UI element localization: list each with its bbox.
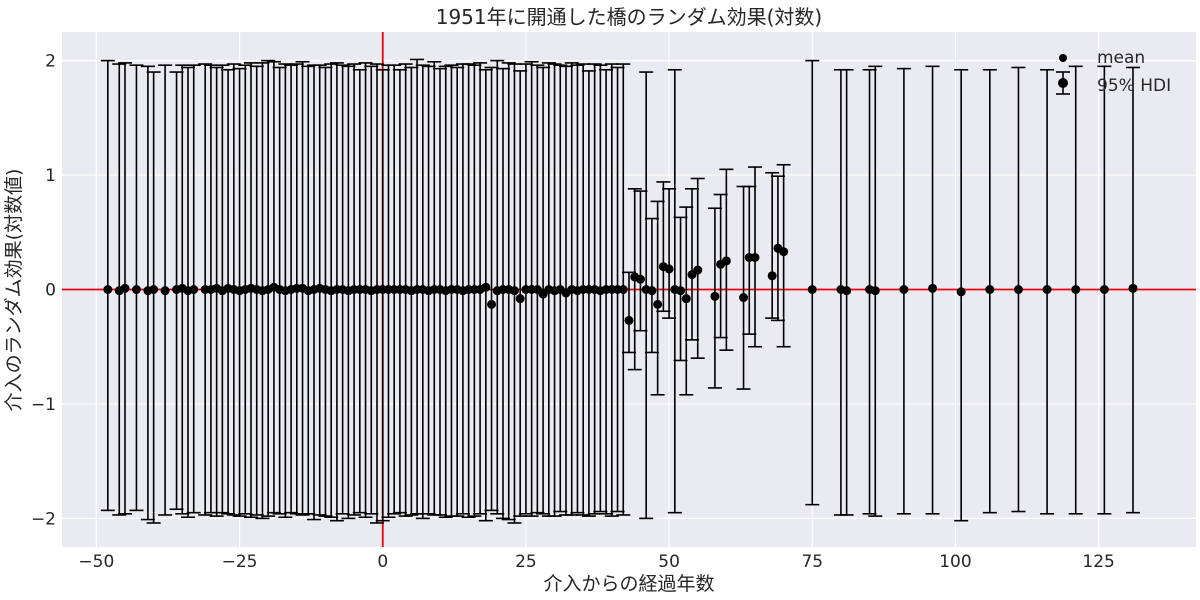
- mean-point: [160, 286, 170, 296]
- hdi-errorbar: [375, 68, 390, 522]
- mean-point: [1013, 285, 1023, 294]
- mean-point: [899, 285, 909, 294]
- mean-point: [779, 247, 789, 257]
- hdi-errorbar: [146, 71, 161, 524]
- mean-points: [103, 243, 1138, 325]
- mean-point: [487, 299, 497, 309]
- mean-point: [681, 294, 691, 304]
- mean-point: [481, 282, 491, 292]
- mean-point: [693, 265, 703, 275]
- x-tick-label: −50: [78, 552, 114, 572]
- mean-point: [149, 285, 159, 294]
- hdi-errorbar: [662, 187, 677, 319]
- x-tick-label: −25: [222, 552, 258, 572]
- hdi-errorbar: [685, 187, 699, 341]
- x-axis-label: 介入からの経過年数: [543, 573, 714, 595]
- mean-point: [1128, 283, 1138, 293]
- mean-point: [1099, 285, 1109, 294]
- hdi-errorbar: [622, 271, 636, 354]
- mean-point: [120, 283, 130, 293]
- mean-point: [624, 315, 634, 325]
- y-axis-ticks: −2 −1 0 1 2: [31, 52, 56, 530]
- y-tick-label: 1: [45, 166, 56, 186]
- legend: mean 95% HDI: [1056, 48, 1171, 96]
- mean-point: [131, 285, 141, 294]
- x-tick-label: 0: [377, 552, 388, 572]
- mean-point: [985, 285, 995, 294]
- hdi-errorbar: [633, 190, 648, 332]
- hdi-errorbar: [765, 171, 780, 319]
- mean-point: [647, 286, 657, 296]
- y-axis-label: 介入のランダム効果(対数値): [3, 169, 25, 412]
- mean-point: [767, 271, 777, 281]
- hdi-errorbar: [639, 71, 654, 520]
- mean-point: [509, 286, 519, 296]
- mean-point: [664, 264, 674, 274]
- y-tick-label: 2: [45, 52, 56, 72]
- y-tick-label: 0: [45, 281, 56, 301]
- legend-hdi-marker: [1056, 71, 1070, 95]
- mean-point: [189, 285, 199, 294]
- mean-point: [739, 293, 749, 303]
- hdi-errorbar: [478, 68, 493, 522]
- hdi-errorbar: [484, 66, 499, 512]
- mean-point: [618, 285, 628, 294]
- mean-point: [676, 286, 686, 296]
- mean-point: [807, 285, 817, 294]
- y-tick-label: −2: [31, 509, 56, 529]
- x-tick-label: 50: [658, 552, 680, 572]
- mean-point: [515, 294, 525, 304]
- x-tick-label: 125: [1082, 552, 1114, 572]
- mean-point: [842, 286, 852, 296]
- x-tick-label: 25: [515, 552, 537, 572]
- hdi-errorbar: [644, 217, 659, 354]
- legend-mean-marker: [1059, 54, 1067, 62]
- x-tick-label: 75: [801, 552, 823, 572]
- mean-point: [1071, 285, 1081, 294]
- chart-title: 1951年に開通した橋のランダム効果(対数): [436, 5, 823, 29]
- mean-point: [653, 299, 663, 309]
- hdi-errorbar: [805, 59, 820, 506]
- mean-point: [750, 252, 760, 262]
- mean-point: [870, 286, 880, 296]
- hdi-errorbar: [650, 200, 665, 396]
- mean-point: [103, 285, 113, 294]
- mean-point: [710, 291, 720, 301]
- hdi-errorbar: [656, 181, 671, 313]
- x-axis-ticks: −50 −25 0 25 50 75 100 125: [78, 552, 1114, 572]
- mean-point: [1042, 285, 1052, 294]
- mean-point: [721, 256, 731, 266]
- y-tick-label: −1: [31, 395, 56, 415]
- legend-mean-label: mean: [1097, 48, 1145, 68]
- mean-point: [956, 287, 966, 297]
- legend-hdi-label: 95% HDI: [1097, 76, 1171, 96]
- mean-point: [635, 274, 645, 284]
- x-tick-label: 100: [939, 552, 971, 572]
- mean-point: [928, 283, 938, 293]
